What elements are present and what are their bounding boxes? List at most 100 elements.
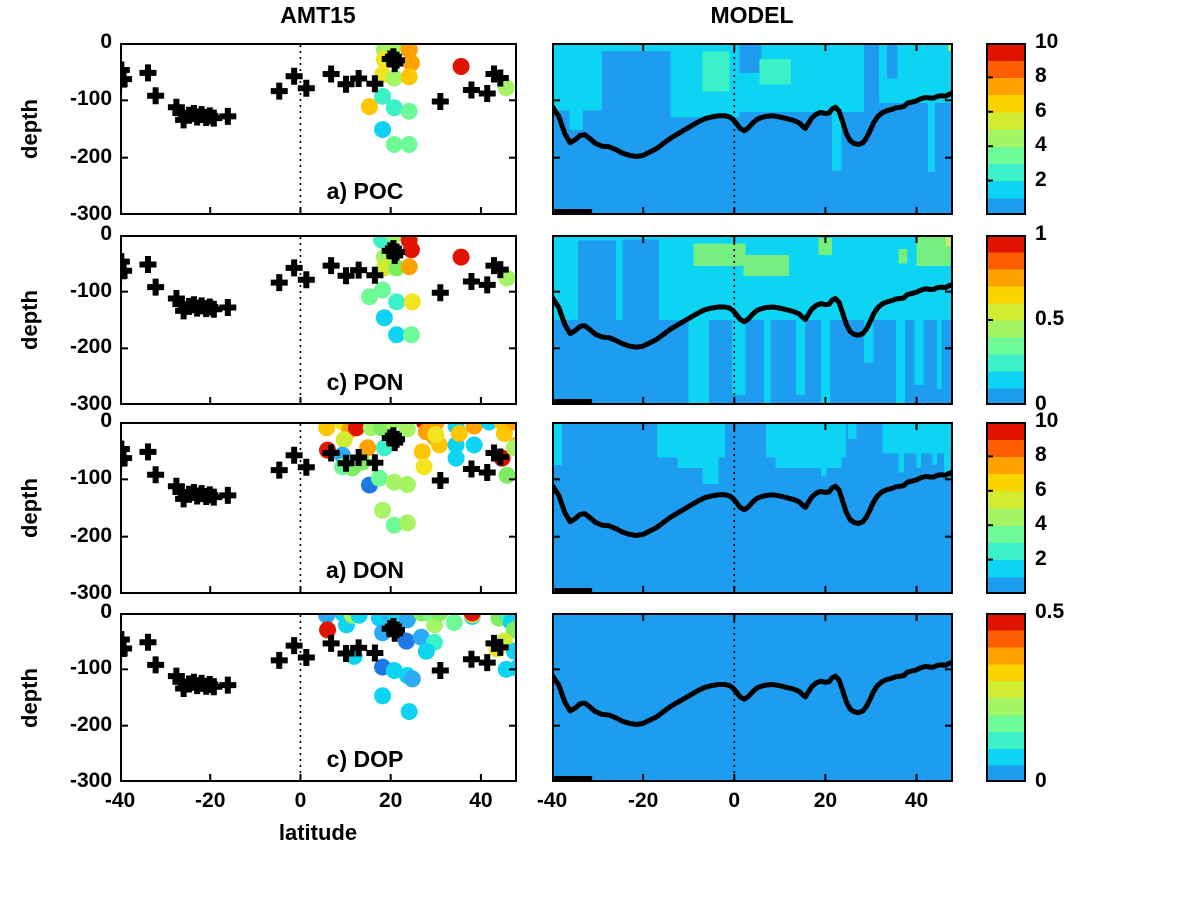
ytick-label: -100 xyxy=(69,87,112,111)
colorbar-band xyxy=(986,422,1026,440)
model-mld-line xyxy=(552,90,953,159)
obs-dot xyxy=(403,293,421,311)
colorbar-band xyxy=(986,525,1026,543)
mld-plus-marker xyxy=(175,111,193,129)
obs-dot xyxy=(385,69,403,87)
model-field-patch xyxy=(766,422,846,458)
obs-dot xyxy=(452,58,470,76)
colorbar-tick-label: 0 xyxy=(1035,769,1047,792)
obs-dot xyxy=(398,613,416,629)
mld-plus-marker xyxy=(386,246,404,264)
model-field-patch xyxy=(946,235,953,247)
ytick-label: -200 xyxy=(69,712,112,736)
latitude-axis-label: latitude xyxy=(278,820,358,845)
mld-plus-marker xyxy=(462,272,480,290)
colorbar-dop xyxy=(986,613,1026,782)
obs-dot xyxy=(359,439,377,457)
colorbar-band xyxy=(986,697,1026,715)
depth-axis-label: depth xyxy=(17,478,42,538)
ytick-label: -300 xyxy=(69,769,112,792)
colorbar-tick-label: 8 xyxy=(1035,64,1047,88)
ytick-label: -200 xyxy=(69,144,112,168)
colorbar-band xyxy=(986,646,1026,665)
colorbar-band xyxy=(986,748,1026,766)
colorbar-band xyxy=(986,542,1026,561)
model-field-patch xyxy=(553,422,563,465)
mld-plus-marker xyxy=(167,477,185,495)
obs-dot xyxy=(505,422,517,431)
mld-plus-marker xyxy=(462,460,480,478)
panel-background xyxy=(120,613,517,782)
mld-plus-marker xyxy=(175,679,193,697)
obs-dot xyxy=(505,439,517,457)
mld-plus-marker xyxy=(219,107,237,125)
mld-plus-marker xyxy=(120,449,133,467)
mld-plus-marker xyxy=(491,261,509,279)
obs-dot xyxy=(400,703,418,721)
colorbar-band xyxy=(986,235,1026,253)
model-panel-poc xyxy=(552,43,953,215)
model-field-patch xyxy=(898,453,904,473)
mld-plus-marker xyxy=(485,65,503,83)
mld-plus-marker xyxy=(270,82,288,100)
panel-frame xyxy=(552,422,953,594)
colorbar-band xyxy=(986,388,1026,405)
colorbar-band xyxy=(986,629,1026,648)
obs-panel-poc xyxy=(120,43,517,215)
obs-dot xyxy=(400,102,418,120)
model-field-background xyxy=(552,613,953,782)
obs-dot xyxy=(319,621,337,639)
obs-dot xyxy=(463,613,481,622)
mld-plus-marker xyxy=(350,639,368,657)
colorbar-band xyxy=(986,252,1026,270)
obs-dot xyxy=(452,248,470,266)
mld-plus-marker xyxy=(120,262,133,280)
mld-plus-marker xyxy=(462,81,480,99)
panel-frame xyxy=(552,43,953,215)
model-field-patch xyxy=(677,457,719,468)
mld-plus-marker xyxy=(386,624,404,642)
ytick-label: -100 xyxy=(69,278,112,302)
mld-plus-marker xyxy=(485,257,503,275)
mld-plus-marker xyxy=(270,461,288,479)
model-panel-pon xyxy=(552,235,953,405)
colorbar-band xyxy=(986,94,1026,113)
obs-dot xyxy=(465,422,483,435)
obs-dot xyxy=(398,422,416,438)
obs-dot xyxy=(318,613,336,624)
model-field-patch xyxy=(914,320,924,386)
mld-plus-marker xyxy=(175,302,193,320)
ytick-label: 0 xyxy=(100,30,112,53)
mld-plus-marker xyxy=(139,64,157,82)
obs-dot xyxy=(374,281,392,299)
mld-plus-marker xyxy=(366,75,384,93)
mld-plus-marker xyxy=(167,289,185,307)
column-title-amt15: AMT15 xyxy=(280,2,356,28)
colorbar-tick-label: 4 xyxy=(1035,512,1047,536)
panel-background xyxy=(120,43,517,215)
obs-dot xyxy=(385,613,403,622)
model-field-patch xyxy=(602,43,671,52)
model-field-patch xyxy=(896,320,906,405)
mld-plus-marker xyxy=(139,443,157,461)
colorbar-band xyxy=(986,197,1026,215)
mld-plus-marker xyxy=(147,87,165,105)
obs-dot xyxy=(400,43,418,59)
mld-plus-marker xyxy=(491,448,509,466)
colorbar-band xyxy=(986,43,1026,61)
depth-axis-label: depth xyxy=(17,99,42,159)
obs-dot xyxy=(398,514,416,532)
mld-plus-marker xyxy=(478,84,496,102)
colorbar-band xyxy=(986,576,1026,594)
obs-dot xyxy=(360,288,378,306)
model-panel-don xyxy=(552,422,953,594)
obs-dot xyxy=(370,469,388,487)
obs-dot xyxy=(402,241,420,259)
depth-axis-label: depth xyxy=(17,667,42,728)
obs-dot xyxy=(498,466,516,484)
panel-frame xyxy=(120,613,517,782)
colorbar-band xyxy=(986,714,1026,732)
colorbar-tick-label: 4 xyxy=(1035,133,1047,157)
model-field-patch xyxy=(937,320,942,390)
